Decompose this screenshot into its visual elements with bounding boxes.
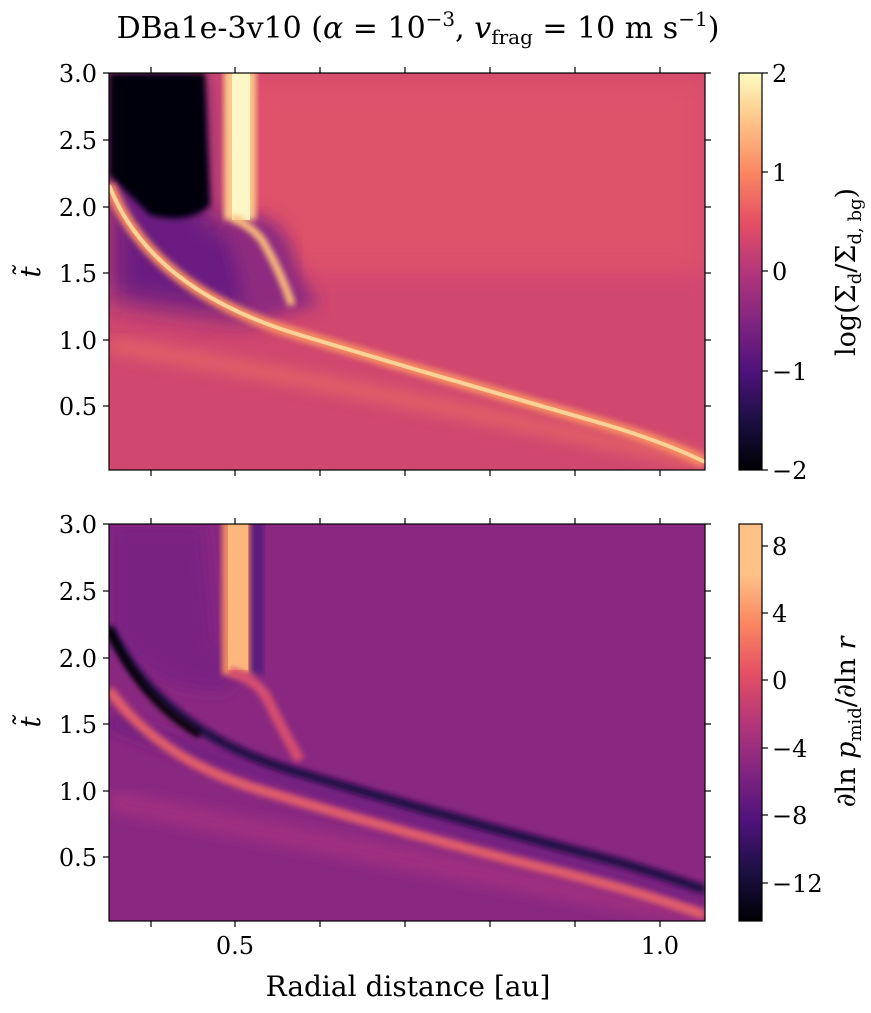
bottom-xtick-label: 0.5 [216,932,254,960]
bottom-colorbar-tick-label: 0 [772,667,787,695]
top-heatmap-void [109,73,210,219]
top-heatmap-shoulder [225,217,320,320]
top-x-axis-ticks [150,67,661,476]
bottom-colorbar-tick-label: −12 [772,870,823,898]
top-colorbar-tick-label: 2 [772,60,787,88]
top-ytick-label: 1.0 [59,327,97,355]
bottom-colorbar-label: ∂ln pmid/∂ln r [831,635,866,808]
top-heatmap [108,72,706,471]
top-colorbar: 2 1 0 −1 −2 log(Σd/Σd, bg) [738,60,866,485]
chart-title: DBa1e-3v10 (α = 10−3, vfrag = 10 m s−1) [117,7,720,49]
bottom-plot-frame [108,523,706,922]
bottom-colorbar-tick-label: −4 [772,735,807,763]
top-colorbar-tick-label: −2 [772,457,807,485]
top-plot-frame [108,72,706,471]
bottom-ytick-label: 2.5 [59,578,97,606]
bottom-xtick-label: 1.0 [641,932,679,960]
top-colorbar-gradient [739,73,762,470]
bottom-ytick-label: 1.5 [59,711,97,739]
bottom-heatmap [108,523,706,922]
bottom-y-axis: 3.0 2.5 2.0 1.5 1.0 0.5 t̃ [12,511,711,872]
bottom-heatmap-upper-left-region [109,524,240,692]
top-heatmap-upper-region [230,73,705,273]
bottom-ytick-label: 1.0 [59,778,97,806]
top-ytick-label: 3.0 [59,60,97,88]
top-colorbar-tick-label: 1 [772,159,787,187]
bottom-ytick-label: 2.0 [59,645,97,673]
bottom-heatmap-darkest-band [109,626,202,739]
top-ytick-label: 2.5 [59,127,97,155]
top-y-axis-label: t̃ [12,264,47,278]
bottom-x-axis: 0.5 1.0 Radial distance [au] [150,518,679,1003]
bottom-heatmap-vertical-ring-shadow [250,524,264,675]
top-ytick-label: 2.0 [59,194,97,222]
top-colorbar-tick-label: 0 [772,258,787,286]
bottom-ytick-label: 0.5 [59,844,97,872]
bottom-colorbar-tick-label: −8 [772,802,807,830]
top-y-axis: 3.0 2.5 2.0 1.5 1.0 0.5 t̃ [12,60,711,421]
bottom-heatmap-vertical-ring-core [228,524,248,670]
bottom-ytick-label: 3.0 [59,511,97,539]
bottom-y-axis-label: t̃ [12,714,47,728]
bottom-heatmap-ring-branch [228,667,305,763]
bottom-heatmap-inner-band [109,791,705,921]
bottom-colorbar-gradient [739,524,762,921]
bottom-colorbar-tick-label: 4 [772,600,787,628]
top-ytick-label: 0.5 [59,393,97,421]
top-colorbar-label: log(Σd/Σd, bg) [831,188,866,356]
bottom-colorbar-tick-label: 8 [772,533,787,561]
top-heatmap-main-ring-core [109,184,705,464]
x-axis-label: Radial distance [au] [266,970,551,1003]
top-colorbar-tick-label: −1 [772,358,807,386]
bottom-heatmap-dark-band [109,625,705,895]
top-heatmap-ring-branch [230,214,296,307]
top-heatmap-inner-ring [109,338,705,469]
top-ytick-label: 1.5 [59,260,97,288]
bottom-colorbar: 8 4 0 −4 −8 −12 ∂ln pmid/∂ln r [738,523,866,922]
bottom-heatmap-bright-band [109,687,705,920]
bottom-heatmap-purple-band [109,713,705,912]
top-heatmap-vertical-ring-core [232,73,250,220]
